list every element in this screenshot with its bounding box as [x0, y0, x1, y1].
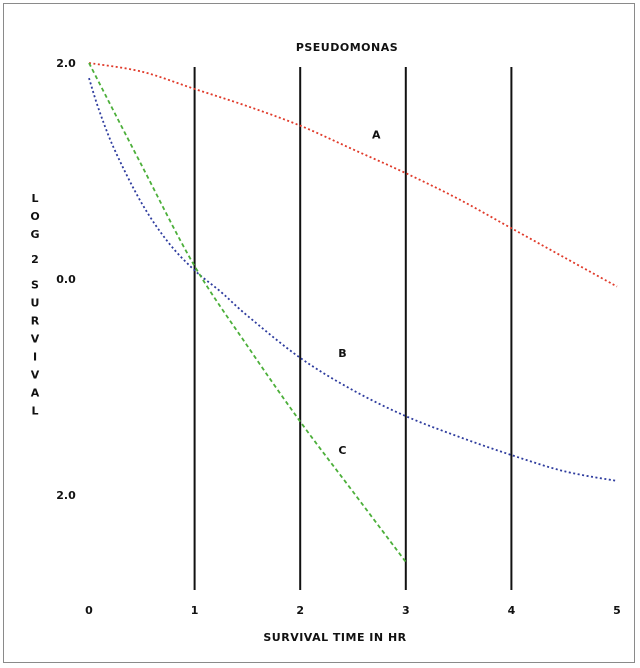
y-axis-label-char: L — [31, 404, 38, 417]
x-tick-label-1: 1 — [191, 604, 199, 617]
series-line-B — [88, 77, 618, 482]
chart-frame — [3, 3, 635, 663]
x-tick-labels: 0 1 2 3 4 5 — [85, 604, 621, 617]
series-line-A — [88, 62, 618, 288]
x-axis-label: SURVIVAL TIME IN HR — [263, 631, 406, 644]
y-axis-label-char: G — [30, 228, 39, 241]
y-axis-label-char: S — [31, 278, 39, 291]
y-tick-labels: 2.0 0.0 2.0 — [56, 57, 76, 502]
vertical-grid — [193, 67, 513, 590]
series-layer — [88, 62, 618, 563]
chart-title: PSEUDOMONAS — [296, 41, 398, 54]
y-axis-label-char: U — [31, 296, 40, 309]
y-axis-label-char: V — [31, 368, 40, 381]
y-axis-label-char: V — [31, 332, 40, 345]
annotation-A: A — [372, 129, 381, 142]
y-axis-label-char: 2 — [31, 253, 39, 266]
annotation-C: C — [338, 444, 346, 457]
x-tick-label-4: 4 — [508, 604, 516, 617]
y-tick-label-1: 0.0 — [56, 273, 76, 286]
y-axis-label-char: L — [31, 192, 38, 205]
series-line-C — [88, 62, 407, 563]
y-tick-label-0: 2.0 — [56, 57, 76, 70]
x-tick-label-2: 2 — [296, 604, 304, 617]
series-annotations: A B C — [338, 129, 381, 457]
annotation-B: B — [338, 347, 346, 360]
x-tick-label-0: 0 — [85, 604, 93, 617]
y-axis-label-char: A — [31, 386, 40, 399]
y-tick-label-2: 2.0 — [56, 489, 76, 502]
y-axis-label-char: R — [31, 314, 40, 327]
x-tick-label-5: 5 — [613, 604, 621, 617]
y-axis-label-char: O — [30, 210, 39, 223]
y-axis-label-char: I — [33, 350, 37, 363]
x-tick-label-3: 3 — [402, 604, 410, 617]
